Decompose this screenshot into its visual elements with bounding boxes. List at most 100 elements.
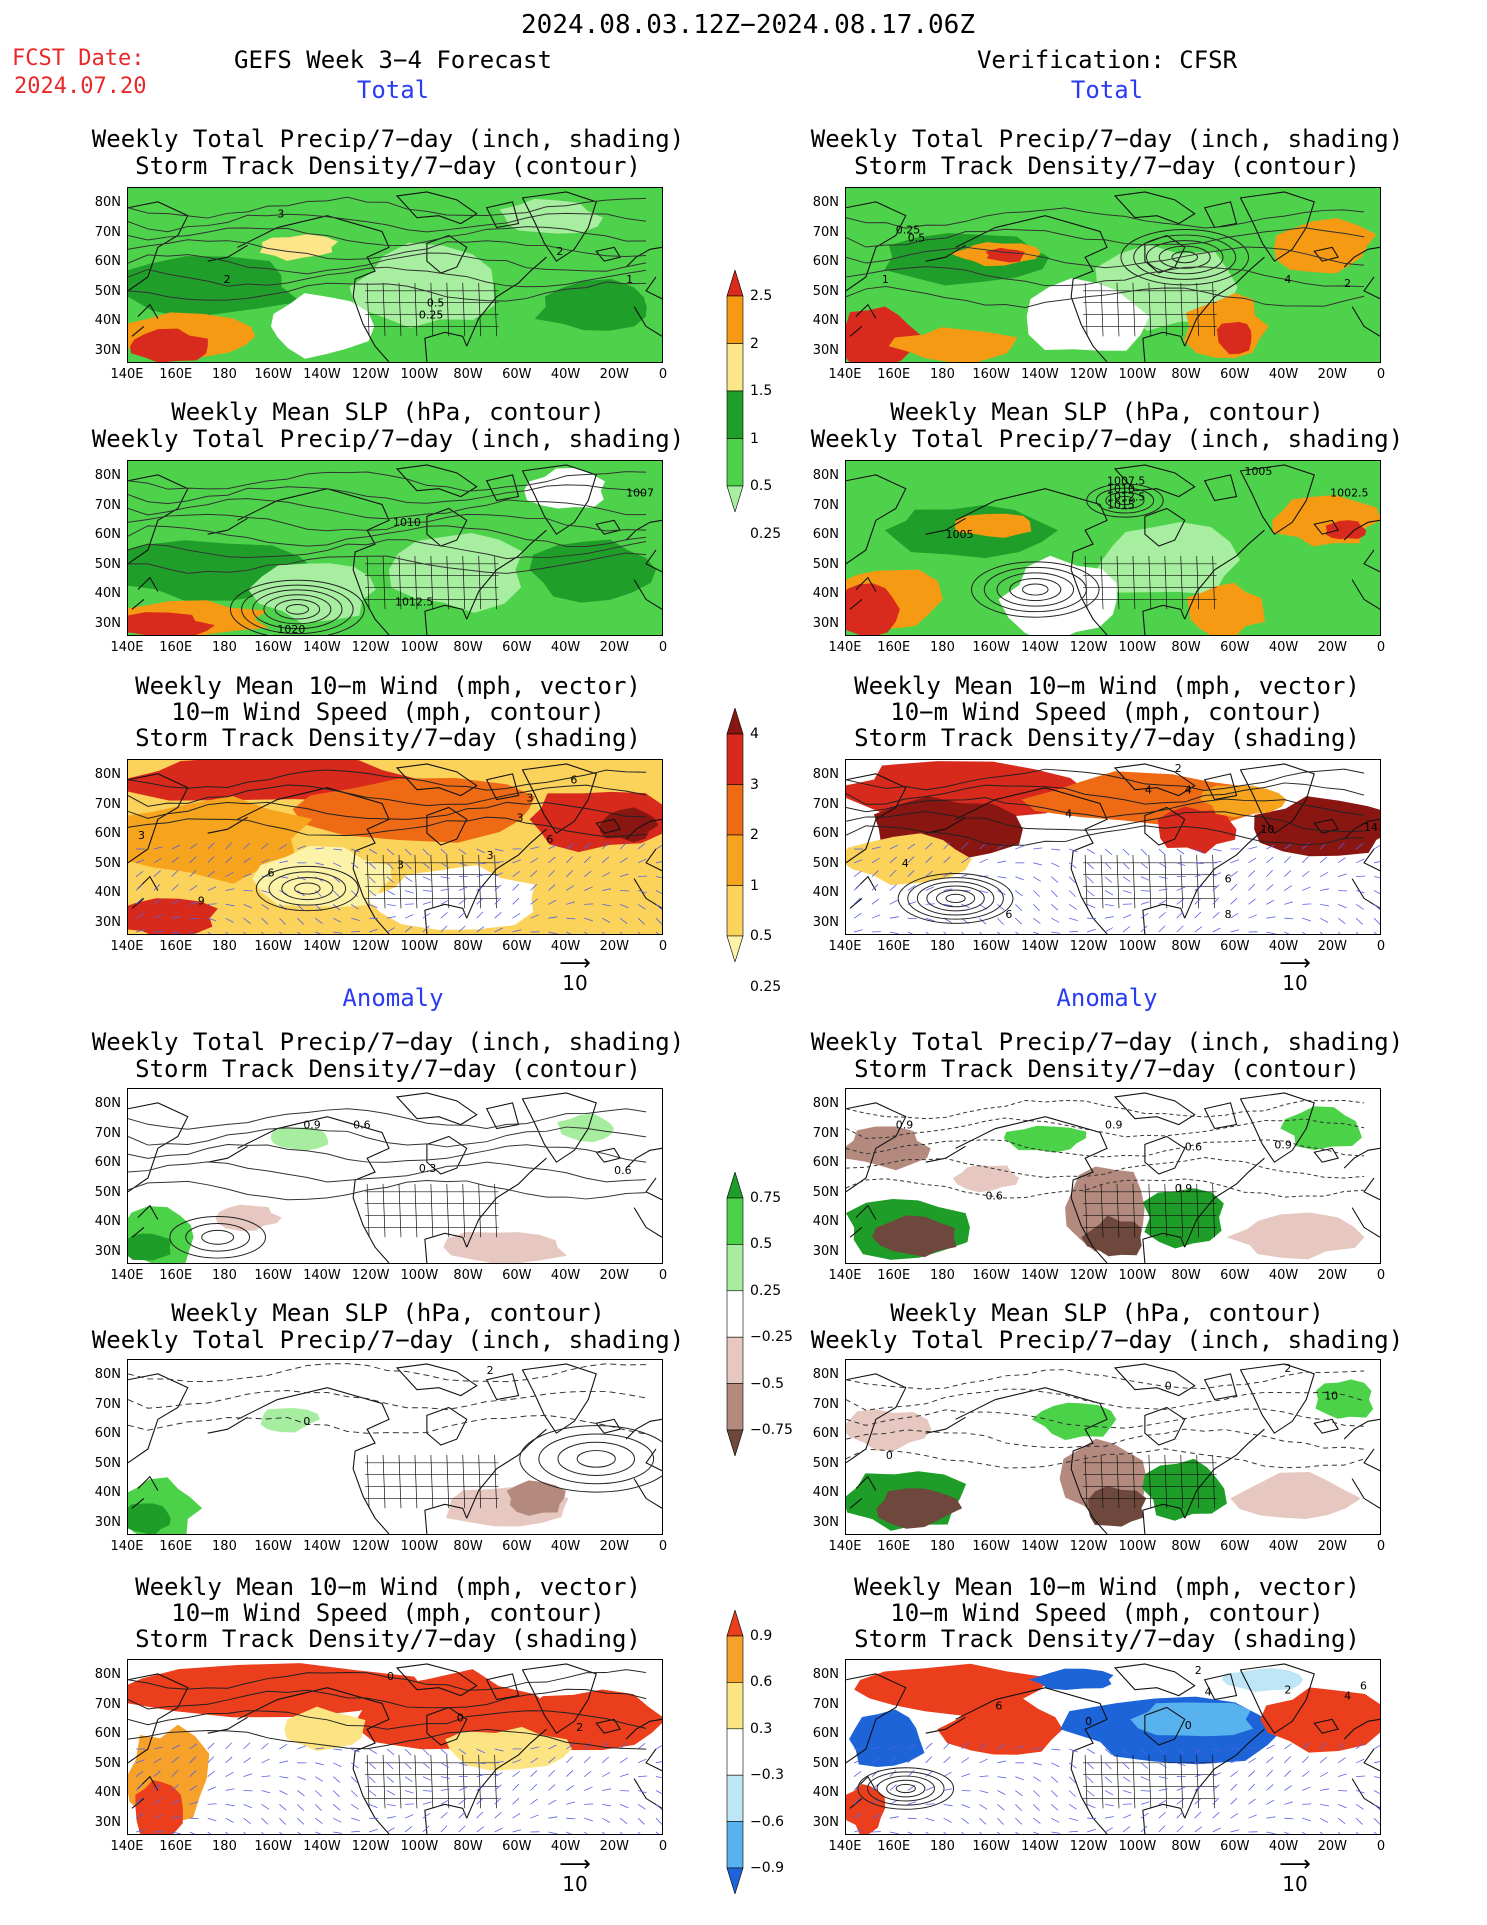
- contour-label: 2: [224, 273, 231, 286]
- colorbar-label: 0.5: [750, 478, 773, 494]
- longitude-label: 160W: [254, 1839, 293, 1854]
- longitude-label: 60W: [502, 1268, 532, 1283]
- longitude-label: 80W: [1171, 367, 1201, 382]
- latitude-label: 80N: [94, 767, 121, 782]
- latitude-label: 50N: [94, 855, 121, 871]
- longitude-label: 160W: [972, 1839, 1011, 1854]
- longitude-label: 40W: [1268, 1839, 1299, 1854]
- longitude-label: 140E: [110, 640, 144, 655]
- longitude-label: 20W: [1317, 1839, 1347, 1854]
- contour-label: 3: [517, 811, 524, 824]
- latitude-label: 40N: [812, 586, 839, 601]
- panel-title: 10−m Wind Speed (mph, contour): [171, 698, 605, 726]
- contour-label: 2: [1284, 1362, 1291, 1375]
- panel-title: Weekly Mean SLP (hPa, contour): [171, 398, 605, 426]
- colorbar-label: 0.25: [750, 525, 782, 542]
- longitude-label: 180: [212, 367, 237, 382]
- panel-title: Weekly Mean 10−m Wind (mph, vector): [135, 1573, 641, 1601]
- contour-label: 1020: [277, 623, 305, 635]
- latitude-label: 50N: [812, 283, 839, 299]
- map-panel: 0 0 2: [127, 1659, 663, 1835]
- contour-label: 3: [527, 792, 534, 805]
- longitude-label: 140E: [110, 367, 144, 382]
- longitude-label: 140E: [828, 1268, 862, 1283]
- longitude-label: 80W: [453, 640, 483, 655]
- panel-title: Storm Track Density/7−day (shading): [854, 1625, 1360, 1653]
- longitude-label: 100W: [400, 640, 439, 655]
- latitude-label: 80N: [812, 767, 839, 782]
- longitude-label: 60W: [502, 1839, 532, 1854]
- longitude-label: 120W: [351, 1268, 390, 1283]
- latitude-label: 30N: [94, 1814, 121, 1830]
- colorbar-graphic: [726, 268, 744, 514]
- longitude-label: 140E: [828, 1839, 862, 1854]
- longitude-label: 20W: [1317, 939, 1347, 954]
- longitude-label: 120W: [1069, 939, 1108, 954]
- map-panel: 0.9 0.9 0.6 0.9 0.9 0.6: [845, 1088, 1381, 1264]
- latitude-label: 70N: [812, 1696, 839, 1712]
- longitude-label: 180: [212, 1539, 237, 1554]
- contour-label: 4: [1185, 784, 1192, 797]
- contour-label: 1012.5: [1107, 491, 1145, 504]
- longitude-label: 120W: [1069, 640, 1108, 655]
- latitude-label: 50N: [94, 1755, 121, 1771]
- longitude-label: 120W: [1069, 1839, 1108, 1854]
- contour-label: 10: [1260, 823, 1274, 836]
- longitude-label: 20W: [1317, 1268, 1347, 1283]
- panel-title: Storm Track Density/7−day (contour): [135, 152, 641, 180]
- precip-anomaly-colorbar: 0.75 0.5 0.25 −0.25 −0.5 −0.75: [726, 1170, 802, 1458]
- contour-label: 1010: [393, 516, 421, 529]
- contour-label: 0: [1165, 1380, 1172, 1393]
- map-panel: 1007 1010 1012.5 1020: [127, 460, 663, 636]
- longitude-label: 120W: [1069, 367, 1108, 382]
- latitude-label: 40N: [94, 1214, 121, 1229]
- longitude-label: 140W: [1021, 1839, 1059, 1854]
- contour-label: 0.9: [1105, 1119, 1122, 1132]
- colorbar-label: 2.5: [750, 288, 773, 304]
- longitude-label: 40W: [550, 1839, 581, 1854]
- colorbar-label: 0.75: [750, 1190, 782, 1206]
- contour-label: 0.6: [985, 1190, 1002, 1203]
- map-panel: 1005 1007.5 1010 1012.5 1015 1005 1002.5: [845, 460, 1381, 636]
- latitude-label: 50N: [94, 556, 121, 572]
- latitude-label: 60N: [94, 1155, 121, 1170]
- date-range-title: 2024.08.03.12Z−2024.08.17.06Z: [521, 10, 975, 40]
- longitude-label: 20W: [599, 640, 629, 655]
- latitude-label: 70N: [94, 497, 121, 513]
- contour-label: 6: [546, 833, 553, 846]
- contour-label: 4: [1284, 273, 1291, 286]
- contour-label: 0.6: [614, 1164, 631, 1177]
- contour-label: 0.25: [896, 224, 920, 237]
- longitude-label: 80W: [453, 1839, 483, 1854]
- longitude-label: 140W: [1021, 1268, 1059, 1283]
- longitude-label: 40W: [550, 1268, 581, 1283]
- longitude-label: 120W: [351, 939, 390, 954]
- longitude-label: 120W: [1069, 1539, 1108, 1554]
- longitude-label: 160W: [254, 939, 293, 954]
- vector-reference-value: 10: [562, 971, 588, 995]
- longitude-label: 0: [658, 367, 668, 382]
- latitude-label: 30N: [812, 1514, 839, 1530]
- storm-track-anomaly-colorbar: 0.9 0.6 0.3 −0.3 −0.6 −0.9: [726, 1608, 802, 1896]
- colorbar-label: 4: [750, 726, 759, 742]
- vector-reference-key: ⟶ 10: [559, 951, 591, 996]
- contour-label: 0.3: [419, 1162, 436, 1175]
- longitude-label: 60W: [502, 939, 532, 954]
- contour-label: 6: [1225, 873, 1232, 886]
- latitude-label: 60N: [94, 1426, 121, 1441]
- longitude-label: 160W: [254, 367, 293, 382]
- precip-total-colorbar: 2.5 2 1.5 1 0.5 0.25: [726, 268, 802, 542]
- longitude-label: 140E: [110, 1539, 144, 1554]
- panel-title: Storm Track Density/7−day (contour): [854, 152, 1360, 180]
- contour-label: 0.9: [1175, 1182, 1192, 1195]
- latitude-label: 60N: [812, 826, 839, 841]
- longitude-label: 160W: [972, 367, 1011, 382]
- longitude-label: 0: [1376, 939, 1386, 954]
- latitude-label: 40N: [812, 1785, 839, 1800]
- longitude-label: 20W: [599, 1839, 629, 1854]
- map-panel: 2 0 10 0: [845, 1359, 1381, 1535]
- panel-title: Weekly Total Precip/7−day (inch, shading…: [810, 1028, 1404, 1056]
- colorbar-label: −0.3: [750, 1767, 784, 1784]
